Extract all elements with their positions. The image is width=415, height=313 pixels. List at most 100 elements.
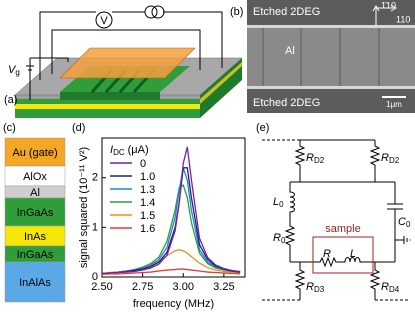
- panel-label: (e): [256, 122, 269, 134]
- component-label: R0: [273, 232, 286, 245]
- region-label: Etched 2DEG: [253, 6, 320, 18]
- component-label: RD2: [306, 152, 325, 165]
- component-label: RD2: [381, 152, 400, 165]
- symbol: L: [273, 196, 279, 208]
- region-label: Etched 2DEG: [253, 97, 320, 109]
- series-line: [101, 167, 241, 275]
- component-label: C0: [398, 216, 411, 229]
- symbol: R: [306, 281, 314, 293]
- symbol: V: [8, 64, 17, 76]
- arrow-heads: [372, 4, 397, 12]
- subscript: g: [15, 68, 19, 77]
- component-label: L: [350, 248, 356, 260]
- symbol: R: [323, 248, 331, 260]
- x-tick-label: 3.25: [213, 281, 234, 293]
- wires: [26, 11, 223, 100]
- panel-b: Etched 2DEG Al Etched 2DEG 1μm 1̄10 110 …: [230, 0, 415, 113]
- layer-label: InAs: [24, 231, 47, 243]
- subscript: 0: [281, 236, 286, 245]
- component-label: R: [323, 248, 331, 260]
- gate-voltage-label: Vg: [8, 64, 20, 77]
- panel-label: (b): [230, 6, 243, 18]
- layer: [4, 261, 66, 303]
- layer-label: InGaAs: [17, 249, 54, 261]
- subscript: D2: [314, 156, 325, 165]
- gate: [59, 47, 196, 79]
- edge: [247, 86, 415, 89]
- y-tick-label: 0: [92, 271, 98, 283]
- panel-a: V Vg (a): [4, 5, 243, 118]
- layer: [15, 104, 200, 109]
- layer: [4, 197, 66, 227]
- layer-label: InGaAs: [17, 207, 54, 219]
- side-layer: [200, 62, 242, 104]
- symbol: R: [381, 152, 389, 164]
- layer-label: Al: [30, 187, 40, 199]
- al-gaps: [262, 27, 380, 87]
- series-line: [101, 167, 241, 275]
- legend-label: 1.5: [140, 210, 155, 222]
- region-label: Al: [285, 45, 295, 57]
- series-line: [101, 184, 241, 275]
- direction-label: 1̄10: [381, 0, 396, 10]
- panel-label: (c): [3, 122, 16, 134]
- direction-arrows: [375, 7, 394, 26]
- symbol: R: [381, 281, 389, 293]
- panel-label: (d): [72, 122, 85, 134]
- component-label: RD3: [306, 281, 325, 294]
- y-axis-label: signal squared (10⁻¹¹ V²): [78, 147, 90, 268]
- ground: [395, 236, 411, 244]
- al-region: [247, 27, 415, 87]
- legend-title: IDC (μA): [110, 144, 149, 157]
- symbol: L: [350, 248, 356, 260]
- legend-label: 1.6: [140, 223, 155, 235]
- current-source: [151, 5, 165, 19]
- x-tick-label: 3.00: [173, 281, 194, 293]
- panel-label: (a): [4, 94, 17, 106]
- resistor: [369, 140, 381, 182]
- legend-label: 1.0: [140, 171, 155, 183]
- series-line: [101, 268, 241, 276]
- y-tick-label: 2: [92, 172, 98, 184]
- gate-source: [26, 58, 34, 100]
- subscript: 0: [406, 220, 411, 229]
- subscript: D2: [389, 156, 400, 165]
- voltmeter: [95, 11, 113, 29]
- mesa-front: [60, 92, 160, 100]
- capacitor: [387, 182, 403, 262]
- legend-label: 0: [140, 158, 146, 170]
- subscript: D4: [389, 285, 400, 294]
- panel-d: (d) 0 1 2 2.50 2.75 3.00 3.25 frequency (MHz) si…: [72, 122, 246, 310]
- layer-label: InAlAs: [19, 277, 51, 289]
- legend-label: 1.4: [140, 197, 155, 209]
- x-tick-label: 2.50: [91, 281, 112, 293]
- wire: [163, 11, 223, 68]
- panel-c: (c) Au (gate) AlOx Al InGaAs InAs InGaAs InAlA…: [3, 122, 66, 303]
- inductor-resistor: [284, 182, 296, 262]
- subscript: DC: [113, 148, 125, 157]
- component-label: RD4: [381, 281, 400, 294]
- subscript: 0: [279, 200, 284, 209]
- scale-bar-label: 1μm: [386, 100, 402, 109]
- series-line: [101, 146, 241, 275]
- current-source: [144, 5, 158, 19]
- legend-label: 1.3: [140, 184, 155, 196]
- sample-box: [312, 236, 374, 274]
- direction-label: 110: [396, 14, 410, 24]
- layer-label: Au (gate): [12, 147, 57, 159]
- x-axis-label: frequency (MHz): [133, 298, 214, 310]
- symbol: C: [398, 216, 406, 228]
- circuit: [262, 139, 411, 301]
- symbol: I: [110, 144, 113, 156]
- edge: [247, 25, 415, 28]
- symbol: R: [306, 152, 314, 164]
- y-tick-label: 1: [92, 221, 98, 233]
- symbol: R: [273, 232, 281, 244]
- wire: [51, 29, 201, 74]
- sample-label: sample: [325, 223, 360, 235]
- sample-elements: [290, 256, 395, 268]
- plot-frame: [101, 137, 246, 278]
